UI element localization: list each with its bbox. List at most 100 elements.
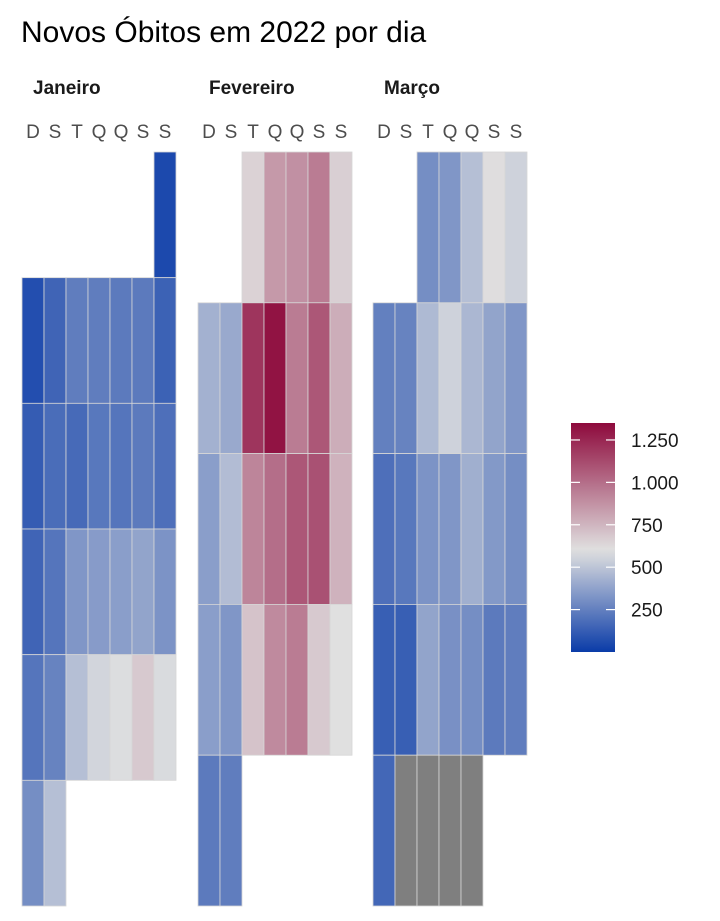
heatmap-cell xyxy=(43,779,67,907)
weekday-label: S xyxy=(137,122,150,143)
heatmap-cell xyxy=(372,604,396,756)
weekday-label: T xyxy=(247,122,259,143)
heatmap-cell xyxy=(109,277,133,404)
heatmap-cell xyxy=(153,277,177,404)
heatmap-cell xyxy=(219,453,243,605)
heatmap-cell xyxy=(219,604,243,756)
weekday-label: Q xyxy=(268,122,283,143)
heatmap-cell xyxy=(460,453,484,605)
heatmap-cell xyxy=(416,151,440,304)
heatmap-cell xyxy=(131,402,155,530)
heatmap-cell xyxy=(504,604,528,756)
heatmap-cell xyxy=(263,151,287,304)
heatmap-cell xyxy=(416,754,440,907)
color-legend: 250 500 750 1.000 1.250 xyxy=(571,423,679,652)
heatmap-cell xyxy=(131,528,155,656)
weekday-label: Q xyxy=(114,122,129,143)
month-label: Março xyxy=(384,78,440,99)
heatmap-cell xyxy=(65,528,89,656)
heatmap-cell xyxy=(372,453,396,605)
heatmap-cell xyxy=(285,302,309,454)
heatmap-cell xyxy=(87,528,111,656)
heatmap-cell xyxy=(372,754,396,907)
heatmap-cell xyxy=(438,302,462,454)
heatmap-cell xyxy=(43,277,67,404)
heatmap-cell xyxy=(285,151,309,304)
heatmap-cell xyxy=(416,302,440,454)
heatmap-cell xyxy=(460,604,484,756)
heatmap-cell xyxy=(416,604,440,756)
heatmap-cell xyxy=(329,453,353,605)
month-label: Fevereiro xyxy=(209,78,295,99)
heatmap-cell xyxy=(197,453,221,605)
legend-label: 1.000 xyxy=(631,473,679,494)
weekday-label: Q xyxy=(92,122,107,143)
weekday-label: S xyxy=(225,122,238,143)
heatmap-cell xyxy=(394,302,418,454)
heatmap-cell xyxy=(482,453,506,605)
heatmap-cell xyxy=(241,453,265,605)
heatmap-cell xyxy=(65,654,89,781)
heatmap-cell xyxy=(21,528,45,656)
heatmap-cell xyxy=(21,779,45,907)
heatmap-cell xyxy=(87,402,111,530)
heatmap-cell xyxy=(43,528,67,656)
heatmap-cell xyxy=(219,754,243,907)
weekday-label: Q xyxy=(443,122,458,143)
heatmap-cell xyxy=(219,302,243,454)
weekday-label: S xyxy=(335,122,348,143)
weekday-label: S xyxy=(400,122,413,143)
weekday-label: Q xyxy=(290,122,305,143)
heatmap-cell xyxy=(263,453,287,605)
heatmap-cell xyxy=(307,604,331,756)
weekday-label: D xyxy=(202,122,216,143)
heatmap-cell xyxy=(43,654,67,781)
weekday-label: S xyxy=(510,122,523,143)
heatmap-cell xyxy=(87,277,111,404)
legend-colorbar xyxy=(571,423,615,652)
heatmap-cell xyxy=(504,151,528,304)
heatmap-cell xyxy=(372,302,396,454)
legend-label: 1.250 xyxy=(631,431,679,452)
heatmap-cell xyxy=(131,277,155,404)
heatmap-cell xyxy=(43,402,67,530)
weekday-label: D xyxy=(26,122,40,143)
heatmap-cell xyxy=(482,151,506,304)
heatmap-cell xyxy=(504,453,528,605)
heatmap-cell xyxy=(87,654,111,781)
weekday-label: S xyxy=(49,122,62,143)
heatmap-cell xyxy=(241,604,265,756)
heatmap-cell xyxy=(65,402,89,530)
heatmap-cell xyxy=(263,302,287,454)
heatmap-cell xyxy=(197,754,221,907)
heatmap-cell xyxy=(394,604,418,756)
heatmap-cell xyxy=(153,151,177,279)
heatmap-cell xyxy=(131,654,155,781)
weekday-label: T xyxy=(71,122,83,143)
heatmap-cell xyxy=(21,277,45,404)
heatmap-cell xyxy=(153,528,177,656)
chart-title: Novos Óbitos em 2022 por dia xyxy=(21,16,427,49)
heatmap-cell xyxy=(307,453,331,605)
heatmap-cell xyxy=(394,453,418,605)
legend-ticks: 250 500 750 1.000 1.250 xyxy=(571,431,679,622)
heatmap-cell xyxy=(21,654,45,781)
heatmap-cell xyxy=(263,604,287,756)
heatmap-cell xyxy=(460,754,484,907)
weekday-label: S xyxy=(488,122,501,143)
heatmap-cell xyxy=(241,151,265,304)
weekday-label: Q xyxy=(465,122,480,143)
legend-label: 250 xyxy=(631,601,663,622)
heatmap-cell xyxy=(109,402,133,530)
weekday-label: T xyxy=(422,122,434,143)
heatmap-cell xyxy=(482,604,506,756)
heatmap-cell xyxy=(460,302,484,454)
heatmap-cell xyxy=(285,453,309,605)
legend-label: 500 xyxy=(631,558,663,579)
weekday-label: S xyxy=(159,122,172,143)
heatmap-cell xyxy=(329,604,353,756)
